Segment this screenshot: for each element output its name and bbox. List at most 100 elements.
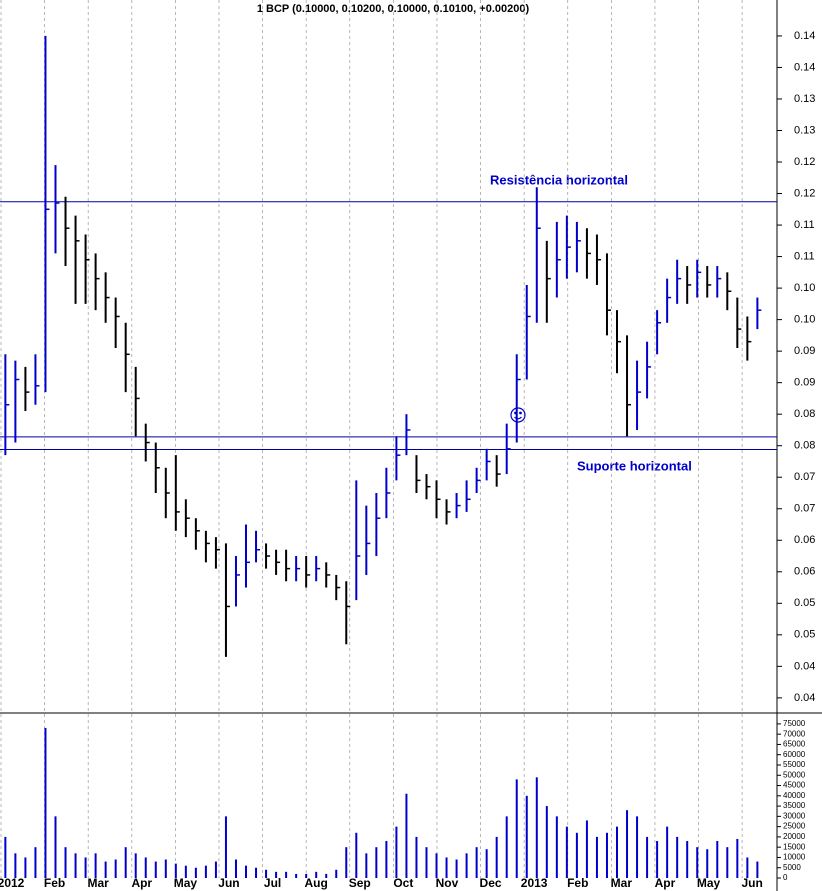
volume-bar xyxy=(104,861,107,878)
volume-tick-label: 40000 xyxy=(783,791,806,800)
volume-bar xyxy=(255,867,258,878)
volume-bar xyxy=(224,816,227,878)
annotation: Suporte horizontal xyxy=(577,458,692,473)
volume-tick-label: 0 xyxy=(783,873,788,882)
volume-bar xyxy=(245,865,248,878)
x-tick-label: Sep xyxy=(349,876,371,890)
volume-bar xyxy=(365,853,368,878)
volume-bar xyxy=(34,847,37,878)
y-tick-label: 0.06 xyxy=(794,534,815,546)
volume-bar xyxy=(445,857,448,878)
volume-bar xyxy=(656,841,659,878)
volume-bar xyxy=(335,869,338,878)
volume-bar xyxy=(555,816,558,878)
volume-bar xyxy=(174,863,177,878)
volume-bar xyxy=(94,853,97,878)
volume-bar xyxy=(666,826,669,878)
volume-tick-label: 55000 xyxy=(783,760,806,769)
volume-bar xyxy=(275,871,278,878)
volume-tick-label: 35000 xyxy=(783,801,806,810)
y-tick-label: 0.07 xyxy=(794,503,815,515)
volume-bar xyxy=(756,861,759,878)
volume-bar xyxy=(475,847,478,878)
x-tick-label: Feb xyxy=(44,876,65,890)
volume-bar xyxy=(595,836,598,878)
volume-bar xyxy=(184,865,187,878)
y-tick-label: 0.12 xyxy=(794,187,815,199)
volume-tick-label: 10000 xyxy=(783,853,806,862)
volume-tick-label: 30000 xyxy=(783,811,806,820)
volume-bar xyxy=(746,857,749,878)
volume-bar xyxy=(646,836,649,878)
volume-bar xyxy=(676,836,679,878)
volume-bar xyxy=(295,873,298,878)
volume-tick-label: 60000 xyxy=(783,750,806,759)
volume-bar xyxy=(44,728,47,878)
volume-tick-label: 75000 xyxy=(783,719,806,728)
volume-bar xyxy=(305,873,308,878)
volume-bar xyxy=(194,867,197,878)
volume-tick-label: 50000 xyxy=(783,770,806,779)
volume-bar xyxy=(325,873,328,878)
volume-bar xyxy=(525,795,528,878)
volume-bar xyxy=(485,849,488,878)
volume-bar xyxy=(164,859,167,878)
volume-bar xyxy=(315,871,318,878)
volume-bar xyxy=(405,793,408,878)
y-tick-label: 0.10 xyxy=(794,314,815,326)
volume-bar xyxy=(234,859,237,878)
y-tick-label: 0.14 xyxy=(794,30,815,42)
x-tick-label: Dec xyxy=(480,876,502,890)
volume-bar xyxy=(14,853,17,878)
y-tick-label: 0.13 xyxy=(794,93,815,105)
volume-bar xyxy=(124,847,127,878)
volume-bar xyxy=(154,861,157,878)
volume-bar xyxy=(134,853,137,878)
volume-bar xyxy=(575,832,578,878)
volume-bar xyxy=(265,869,268,878)
volume-bar xyxy=(425,847,428,878)
volume-bar xyxy=(626,810,629,878)
volume-tick-label: 15000 xyxy=(783,842,806,851)
volume-bar xyxy=(375,847,378,878)
volume-bar xyxy=(385,841,388,878)
x-tick-label: Apr xyxy=(655,876,676,890)
y-tick-label: 0.07 xyxy=(794,471,815,483)
volume-tick-label: 25000 xyxy=(783,822,806,831)
y-tick-label: 0.12 xyxy=(794,156,815,168)
volume-bar xyxy=(395,826,398,878)
volume-bar xyxy=(605,832,608,878)
y-tick-label: 0.10 xyxy=(794,282,815,294)
volume-bar xyxy=(144,857,147,878)
volume-tick-label: 20000 xyxy=(783,832,806,841)
x-tick-label: Aug xyxy=(305,876,328,890)
volume-bar xyxy=(435,853,438,878)
volume-bar xyxy=(716,841,719,878)
volume-bar xyxy=(535,777,538,878)
volume-bar xyxy=(636,816,639,878)
volume-bar xyxy=(24,857,27,878)
x-tick-label: Mar xyxy=(88,876,110,890)
x-tick-label: Oct xyxy=(393,876,413,890)
x-tick-label: Apr xyxy=(131,876,152,890)
y-tick-label: 0.05 xyxy=(794,597,815,609)
volume-bar xyxy=(355,832,358,878)
volume-bar xyxy=(545,806,548,878)
y-tick-label: 0.13 xyxy=(794,124,815,136)
x-tick-label: 2013 xyxy=(521,876,548,890)
volume-bar xyxy=(505,816,508,878)
y-tick-label: 0.05 xyxy=(794,629,815,641)
volume-bar xyxy=(4,836,7,878)
volume-bar xyxy=(616,826,619,878)
volume-bar xyxy=(415,836,418,878)
x-tick-label: Jun xyxy=(741,876,762,890)
volume-tick-label: 65000 xyxy=(783,740,806,749)
y-tick-label: 0.08 xyxy=(794,440,815,452)
y-tick-label: 0.09 xyxy=(794,345,815,357)
volume-bar xyxy=(585,820,588,878)
x-tick-label: May xyxy=(174,876,198,890)
volume-bar xyxy=(455,859,458,878)
volume-bar xyxy=(515,779,518,878)
